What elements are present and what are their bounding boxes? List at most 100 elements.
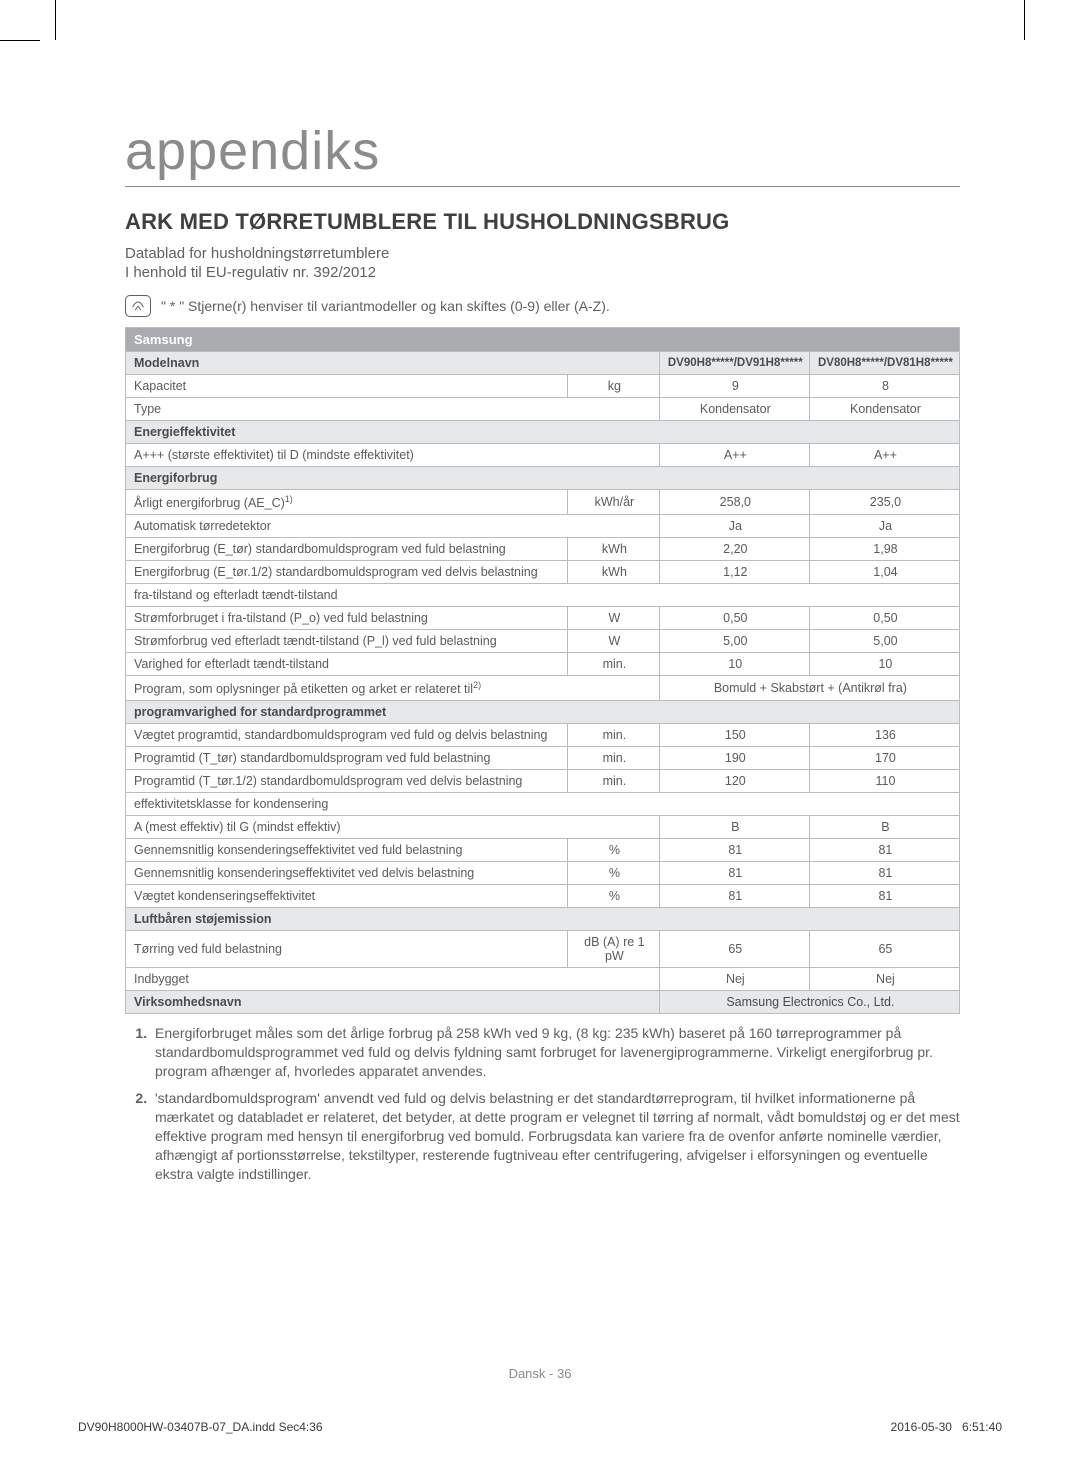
cell: 10 xyxy=(809,653,959,676)
page-footer: Dansk - 36 xyxy=(0,1366,1080,1381)
cell: kWh/år xyxy=(568,490,660,515)
model-label: Modelnavn xyxy=(126,352,660,375)
page-title: appendiks xyxy=(125,120,960,187)
table-subhead: Energieffektivitet xyxy=(126,421,960,444)
cell: Gennemsnitlig konsenderingseffektivitet … xyxy=(126,862,568,885)
cell: 9 xyxy=(659,375,809,398)
table-row: Strømforbruget i fra-tilstand (P_o) ved … xyxy=(126,607,960,630)
cell: 136 xyxy=(809,724,959,747)
cell: Indbygget xyxy=(126,968,660,991)
table-brand-row: Samsung xyxy=(126,328,960,352)
cell: Gennemsnitlig konsenderingseffektivitet … xyxy=(126,839,568,862)
cell: 81 xyxy=(809,885,959,908)
table-row: effektivitetsklasse for kondensering xyxy=(126,793,960,816)
cell: fra-tilstand og efterladt tændt-tilstand xyxy=(126,584,960,607)
cell: A++ xyxy=(659,444,809,467)
table-row: Energiforbrug (E_tør) standardbomuldspro… xyxy=(126,538,960,561)
table-row: Automatisk tørredetektor Ja Ja xyxy=(126,515,960,538)
cell: 120 xyxy=(659,770,809,793)
table-row: A+++ (største effektivitet) til D (minds… xyxy=(126,444,960,467)
cell: 0,50 xyxy=(659,607,809,630)
cell: 81 xyxy=(659,839,809,862)
cell: A (mest effektiv) til G (mindst effektiv… xyxy=(126,816,660,839)
cell: Årligt energiforbrug (AE_C)1) xyxy=(126,490,568,515)
crop-mark xyxy=(0,40,40,41)
cell: Luftbåren støjemission xyxy=(126,908,960,931)
cell: Energieffektivitet xyxy=(126,421,960,444)
cell: 170 xyxy=(809,747,959,770)
cell: Kondensator xyxy=(659,398,809,421)
cell: Type xyxy=(126,398,660,421)
table-row: Gennemsnitlig konsenderingseffektivitet … xyxy=(126,862,960,885)
cell: Kapacitet xyxy=(126,375,568,398)
table-row: Årligt energiforbrug (AE_C)1) kWh/år 258… xyxy=(126,490,960,515)
cell: min. xyxy=(568,653,660,676)
table-model-row: Modelnavn DV90H8*****/DV91H8***** DV80H8… xyxy=(126,352,960,375)
cell: A++ xyxy=(809,444,959,467)
table-row: Programtid (T_tør) standardbomuldsprogra… xyxy=(126,747,960,770)
model-b: DV80H8*****/DV81H8***** xyxy=(809,352,959,375)
table-row: Type Kondensator Kondensator xyxy=(126,398,960,421)
table-row: Indbygget Nej Nej xyxy=(126,968,960,991)
note-row: " * " Stjerne(r) henviser til variantmod… xyxy=(125,295,960,317)
section-heading: ARK MED TØRRETUMBLERE TIL HUSHOLDNINGSBR… xyxy=(125,209,960,235)
cell: 1,12 xyxy=(659,561,809,584)
cell: W xyxy=(568,607,660,630)
cell: 65 xyxy=(809,931,959,968)
table-row: Tørring ved fuld belastning dB (A) re 1 … xyxy=(126,931,960,968)
cell: 110 xyxy=(809,770,959,793)
cell: Vægtet kondenseringseffektivitet xyxy=(126,885,568,908)
cell: 81 xyxy=(809,839,959,862)
table-row: fra-tilstand og efterladt tændt-tilstand xyxy=(126,584,960,607)
cell: 8 xyxy=(809,375,959,398)
cell: kWh xyxy=(568,538,660,561)
cell: Nej xyxy=(659,968,809,991)
crop-mark xyxy=(1024,0,1025,40)
print-meta-right: 2016-05-30 6:51:40 xyxy=(891,1420,1002,1434)
cell: Energiforbrug xyxy=(126,467,960,490)
table-row: A (mest effektiv) til G (mindst effektiv… xyxy=(126,816,960,839)
cell: W xyxy=(568,630,660,653)
cell: Kondensator xyxy=(809,398,959,421)
table-row: Program, som oplysninger på etiketten og… xyxy=(126,676,960,701)
crop-mark xyxy=(55,0,56,40)
note-icon xyxy=(125,295,151,317)
cell: Bomuld + Skabstørt + (Antikrøl fra) xyxy=(659,676,959,701)
footnote-2: 'standardbomuldsprogram' anvendt ved ful… xyxy=(151,1089,960,1183)
cell: 10 xyxy=(659,653,809,676)
cell: Varighed for efterladt tændt-tilstand xyxy=(126,653,568,676)
table-row: Kapacitet kg 9 8 xyxy=(126,375,960,398)
cell: min. xyxy=(568,770,660,793)
cell: Nej xyxy=(809,968,959,991)
cell: 5,00 xyxy=(659,630,809,653)
cell: 1,04 xyxy=(809,561,959,584)
cell: 81 xyxy=(809,862,959,885)
cell: 258,0 xyxy=(659,490,809,515)
cell: Ja xyxy=(659,515,809,538)
cell: Program, som oplysninger på etiketten og… xyxy=(126,676,660,701)
table-subhead: Luftbåren støjemission xyxy=(126,908,960,931)
cell: 81 xyxy=(659,862,809,885)
table-row: Energiforbrug (E_tør.1/2) standardbomuld… xyxy=(126,561,960,584)
cell: Virksomhedsnavn xyxy=(126,991,660,1014)
cell: Automatisk tørredetektor xyxy=(126,515,660,538)
cell: kg xyxy=(568,375,660,398)
model-a: DV90H8*****/DV91H8***** xyxy=(659,352,809,375)
spec-table: Samsung Modelnavn DV90H8*****/DV91H8****… xyxy=(125,327,960,1014)
cell: effektivitetsklasse for kondensering xyxy=(126,793,960,816)
cell: 190 xyxy=(659,747,809,770)
cell: % xyxy=(568,885,660,908)
table-row: Strømforbrug ved efterladt tændt-tilstan… xyxy=(126,630,960,653)
cell: Ja xyxy=(809,515,959,538)
cell: programvarighed for standardprogrammet xyxy=(126,701,960,724)
table-row: Gennemsnitlig konsenderingseffektivitet … xyxy=(126,839,960,862)
table-row: Vægtet kondenseringseffektivitet % 81 81 xyxy=(126,885,960,908)
cell: min. xyxy=(568,747,660,770)
table-row: Vægtet programtid, standardbomuldsprogra… xyxy=(126,724,960,747)
cell: Strømforbruget i fra-tilstand (P_o) ved … xyxy=(126,607,568,630)
cell: 5,00 xyxy=(809,630,959,653)
cell: 65 xyxy=(659,931,809,968)
cell: Energiforbrug (E_tør.1/2) standardbomuld… xyxy=(126,561,568,584)
print-meta-left: DV90H8000HW-03407B-07_DA.indd Sec4:36 xyxy=(78,1420,323,1434)
cell: dB (A) re 1 pW xyxy=(568,931,660,968)
